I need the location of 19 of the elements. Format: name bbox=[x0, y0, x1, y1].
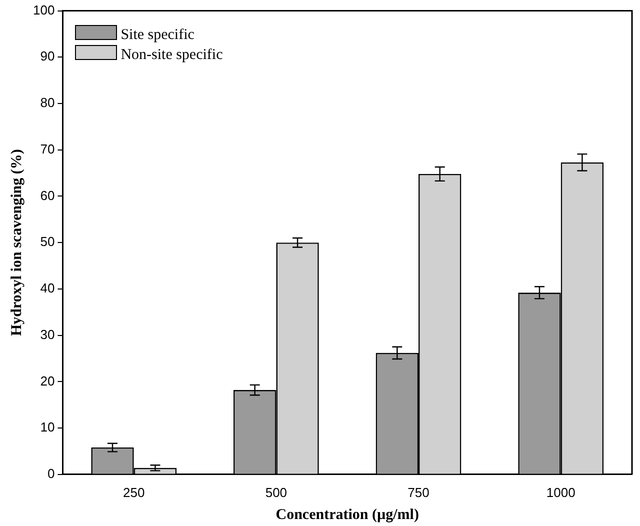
y-tick-label: 30 bbox=[40, 326, 55, 342]
x-tick-label: 250 bbox=[123, 484, 145, 500]
y-tick-label: 60 bbox=[40, 188, 55, 203]
y-tick-label: 100 bbox=[32, 2, 55, 18]
x-tick-label: 750 bbox=[408, 484, 430, 500]
y-tick-label: 70 bbox=[40, 141, 55, 156]
legend-label: Non-site specific bbox=[120, 46, 223, 63]
x-axis-title: Concentration (µg/ml) bbox=[276, 506, 419, 523]
y-tick-label: 10 bbox=[40, 420, 55, 435]
x-tick-label: 1000 bbox=[546, 484, 576, 500]
y-tick-label: 40 bbox=[40, 280, 55, 296]
y-tick-label: 0 bbox=[47, 466, 55, 481]
y-axis-title: Hydroxyl ion scavenging (%) bbox=[8, 149, 25, 336]
y-tick-label: 50 bbox=[40, 234, 55, 250]
legend-label: Site specific bbox=[120, 26, 194, 43]
y-tick-label: 90 bbox=[40, 48, 55, 64]
y-tick-label: 20 bbox=[40, 373, 55, 388]
x-tick-label: 500 bbox=[265, 484, 288, 500]
y-tick-label: 80 bbox=[40, 95, 55, 110]
